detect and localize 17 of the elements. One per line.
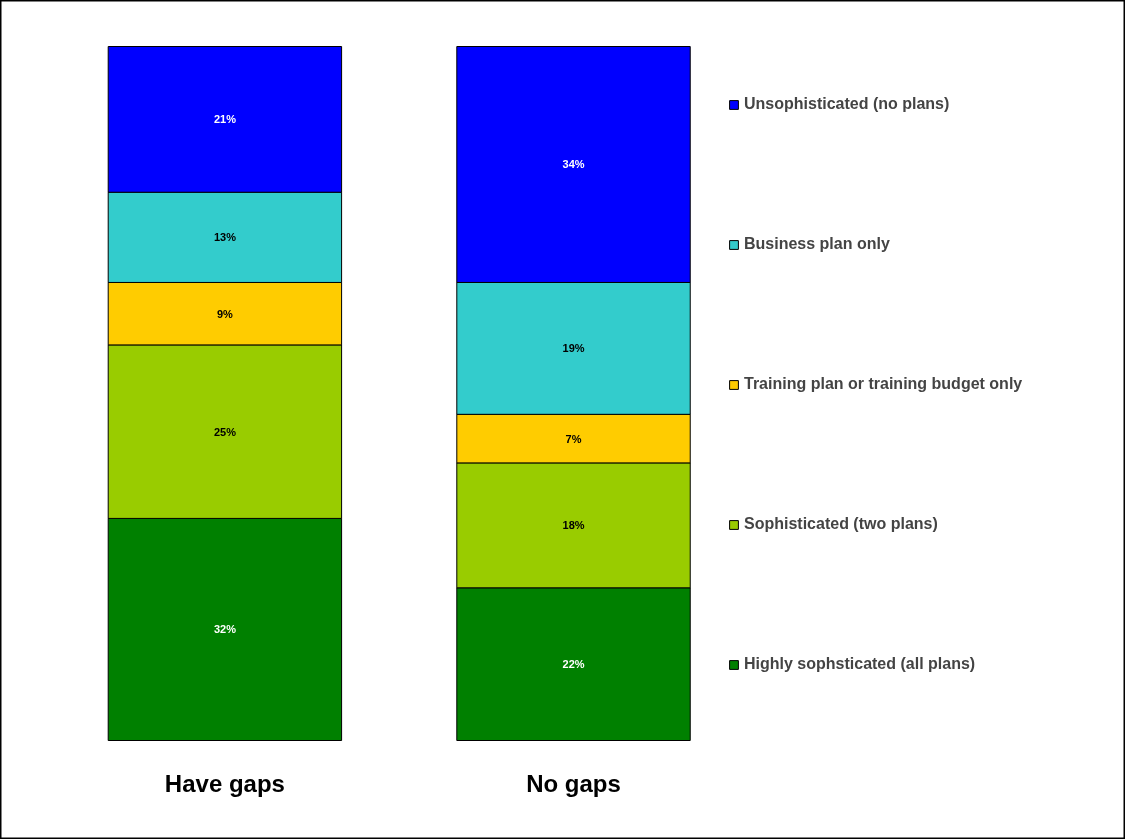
data-label: 21%	[213, 113, 237, 126]
data-label: 32%	[213, 623, 237, 636]
x-tick-label: Have gaps	[164, 770, 285, 797]
data-label: 34%	[562, 158, 585, 171]
legend-label: Training plan or training budget only	[744, 375, 1023, 393]
data-label: 25%	[213, 425, 237, 438]
legend-label: Highly sophsticated (all plans)	[744, 655, 976, 673]
data-label: 13%	[213, 231, 237, 244]
legend-label: Unsophisticated (no plans)	[744, 95, 950, 113]
legend-label: Sophisticated (two plans)	[744, 515, 938, 533]
data-label: 9%	[216, 307, 234, 320]
data-label: 22%	[562, 658, 585, 671]
data-label: 19%	[562, 342, 585, 355]
data-label: 7%	[565, 432, 582, 445]
x-tick-label: No gaps	[526, 770, 621, 797]
legend-label: Business plan only	[744, 235, 890, 253]
data-label: 18%	[562, 519, 585, 532]
